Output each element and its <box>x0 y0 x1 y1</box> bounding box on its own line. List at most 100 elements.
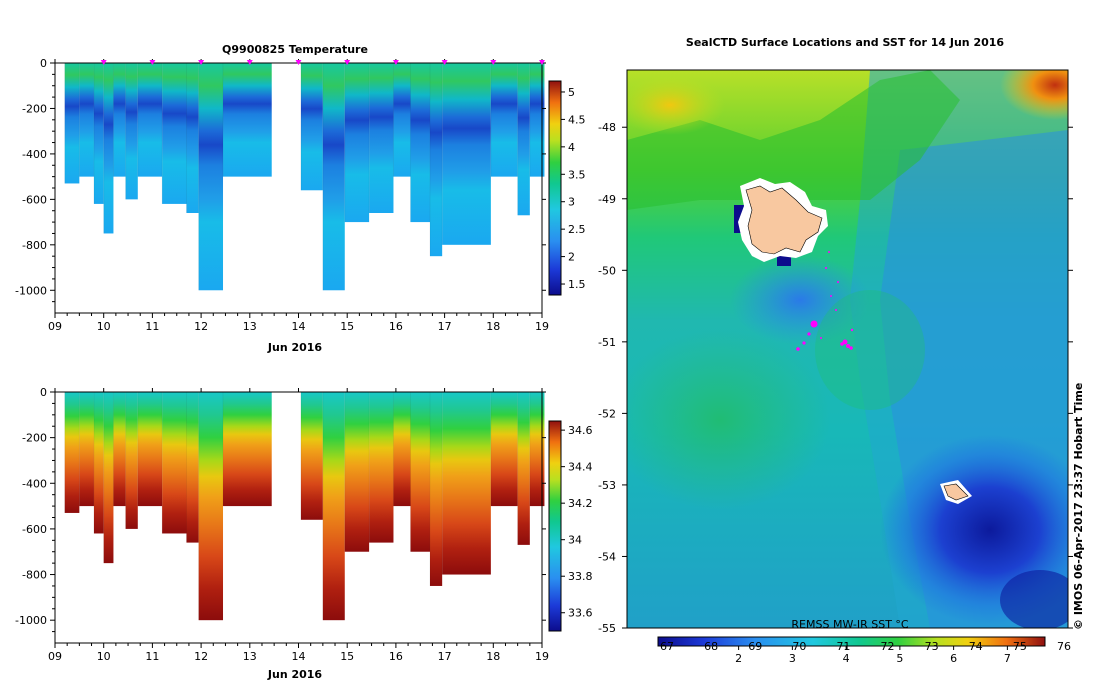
map-y-tick-label: -50 <box>598 264 616 277</box>
x-tick-label: 17 <box>438 320 452 333</box>
profile-marker <box>149 60 156 65</box>
sst-top-label: 71 <box>836 640 850 653</box>
colorbar-tick-label: 34 <box>568 534 582 547</box>
profile-column <box>162 392 187 534</box>
sst-top-label: 72 <box>881 640 895 653</box>
profile-column <box>223 63 272 177</box>
x-tick-label: 18 <box>486 650 500 663</box>
sst-top-label: 75 <box>1013 640 1027 653</box>
temperature-colorbar-ticks: 1.5 2 2.5 3 3.5 4 4.5 5 <box>561 86 586 291</box>
sst-colorbar-ticks: 2 3 4 5 6 767 68 69 70 71 72 73 74 75 76 <box>660 640 1071 665</box>
sst-cold-se-core <box>1000 570 1068 628</box>
profile-column <box>125 63 138 200</box>
y-tick-label: 0 <box>40 386 47 399</box>
profile-column <box>103 63 114 234</box>
profile-column <box>198 63 224 291</box>
salinity-xlabel: Jun 2016 <box>267 668 323 681</box>
map-axes: -48 -49 -50 -51 -52 -53 -54 -55 <box>598 121 1073 635</box>
sst-north-green <box>627 70 960 210</box>
profile-column <box>429 392 443 586</box>
profile-column <box>113 63 126 177</box>
profile-column <box>93 392 104 534</box>
sst-colorbar <box>657 636 1046 647</box>
profile-column <box>223 392 272 507</box>
sst-top-label: 76 <box>1057 640 1071 653</box>
x-tick-label: 14 <box>292 650 306 663</box>
colorbar-tick-label: 33.6 <box>568 607 593 620</box>
temperature-xlabel: Jun 2016 <box>267 341 323 354</box>
profile-column <box>322 63 345 291</box>
sst-tick-label: 4 <box>843 652 850 665</box>
profile-marker <box>441 60 448 65</box>
colorbar-tick-label: 2.5 <box>568 223 586 236</box>
profile-column <box>103 392 114 564</box>
x-tick-label: 16 <box>389 650 403 663</box>
map-frame <box>626 69 1069 629</box>
x-tick-label: 15 <box>340 650 354 663</box>
profile-marker <box>539 60 545 65</box>
sst-green-centre <box>815 290 925 410</box>
profile-column <box>64 392 80 513</box>
imos-credit: © IMOS 06-Apr-2017 23:37 Hobart Time <box>1072 383 1085 630</box>
x-tick-label: 10 <box>97 320 111 333</box>
map-title: SealCTD Surface Locations and SST for 14… <box>686 36 1005 49</box>
profile-column <box>529 63 545 177</box>
x-tick-label: 17 <box>438 650 452 663</box>
profile-column <box>64 63 80 184</box>
colorbar-tick-label: 3 <box>568 196 575 209</box>
sst-top-label: 68 <box>704 640 718 653</box>
profile-marker <box>392 60 399 65</box>
y-tick-label: -800 <box>22 239 47 252</box>
profile-column <box>344 392 370 552</box>
x-tick-label: 16 <box>389 320 403 333</box>
x-tick-label: 14 <box>292 320 306 333</box>
profile-column <box>490 63 518 177</box>
profile-column <box>125 392 138 529</box>
profile-column <box>429 63 443 257</box>
y-tick-label: -400 <box>22 148 47 161</box>
profile-column <box>393 63 411 177</box>
profile-column <box>344 63 370 223</box>
colorbar-tick-label: 34.6 <box>568 424 593 437</box>
profile-column <box>393 392 411 507</box>
colorbar-tick-label: 34.4 <box>568 461 593 474</box>
sst-colorbar-label: REMSS MW-IR SST °C <box>791 618 909 631</box>
x-tick-label: 11 <box>145 320 159 333</box>
profile-marker <box>295 60 302 65</box>
salinity-panel: 09 10 11 12 13 14 15 16 17 18 19 0 -200 -400 -600 -800 -… <box>15 386 592 681</box>
kerguelen-island <box>745 185 823 255</box>
map-y-tick-label: -54 <box>598 550 616 563</box>
sst-green-mid <box>627 330 830 510</box>
colorbar-tick-label: 2 <box>568 251 575 264</box>
x-tick-label: 12 <box>194 320 208 333</box>
y-tick-label: 0 <box>40 57 47 70</box>
x-tick-label: 19 <box>535 320 549 333</box>
profile-column <box>79 63 94 177</box>
sst-map-panel: SealCTD Surface Locations and SST for 14… <box>598 36 1085 665</box>
colorbar-tick-label: 34.2 <box>568 497 593 510</box>
x-tick-label: 12 <box>194 650 208 663</box>
y-tick-label: -600 <box>22 193 47 206</box>
profile-column <box>93 63 104 204</box>
salinity-colorbar-ticks: 33.6 33.8 34 34.2 34.4 34.6 <box>561 424 593 620</box>
y-tick-label: -600 <box>22 523 47 536</box>
colorbar-tick-label: 1.5 <box>568 278 586 291</box>
sst-tick-label: 6 <box>950 652 957 665</box>
x-tick-label: 09 <box>48 650 62 663</box>
profile-marker <box>344 60 351 65</box>
profile-column <box>529 392 545 507</box>
colorbar-tick-label: 33.8 <box>568 570 593 583</box>
profile-column <box>369 392 394 543</box>
profile-column <box>79 392 94 507</box>
profile-column <box>198 392 224 621</box>
temperature-axes: 09 10 11 12 13 14 15 16 17 18 19 0 -200 -400 -600 -800 -… <box>15 57 549 333</box>
sst-top-label: 73 <box>925 640 939 653</box>
temperature-title: Q9900825 Temperature <box>222 43 368 56</box>
profile-column <box>322 392 345 621</box>
sst-top-label: 70 <box>792 640 806 653</box>
profile-column <box>300 392 323 520</box>
sst-top-label: 67 <box>660 640 674 653</box>
profile-column <box>410 392 430 552</box>
profile-marker <box>490 60 497 65</box>
y-tick-label: -200 <box>22 432 47 445</box>
